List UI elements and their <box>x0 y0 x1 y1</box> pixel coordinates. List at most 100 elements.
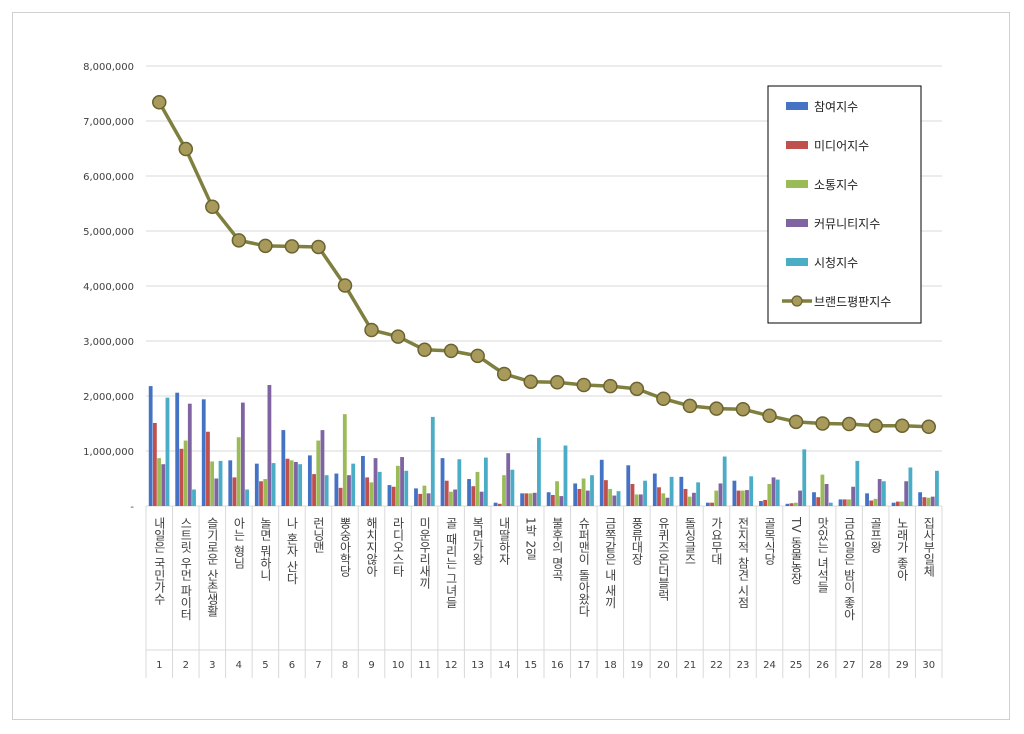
rank-label: 3 <box>209 660 215 671</box>
rank-label: 2 <box>183 660 189 671</box>
bar-2-4 <box>232 477 237 506</box>
bar-3-9 <box>369 482 374 506</box>
bar-5-14 <box>510 469 515 506</box>
bar-3-26 <box>820 474 825 506</box>
line-point-13 <box>470 348 485 364</box>
bar-3-27 <box>847 499 851 506</box>
bar-4-8 <box>347 475 351 506</box>
line-point-18 <box>603 378 618 394</box>
rank-label: 8 <box>342 660 348 671</box>
y-tick-label: 5,000,000 <box>83 227 134 238</box>
rank-label: 16 <box>551 660 564 671</box>
bar-3-12 <box>449 491 453 506</box>
bar-5-23 <box>749 476 754 506</box>
bar-1-13 <box>467 479 471 506</box>
bar-5-16 <box>563 445 568 506</box>
rank-label: 4 <box>236 660 242 671</box>
line-point-28 <box>868 418 883 433</box>
bar-5-8 <box>351 463 356 506</box>
rank-label: 19 <box>630 660 643 671</box>
bar-2-24 <box>763 499 768 506</box>
bar-4-26 <box>824 484 829 506</box>
category-label: 맛있는 녀석들 <box>816 517 830 593</box>
bar-3-28 <box>873 498 878 506</box>
bar-3-23 <box>740 490 745 506</box>
category-label: 집사부일체 <box>922 517 936 577</box>
bar-2-29 <box>895 501 900 506</box>
bar-3-18 <box>608 488 613 506</box>
category-label: 내딸하자 <box>497 517 511 565</box>
bar-1-17 <box>573 483 578 506</box>
rank-label: 15 <box>524 660 537 671</box>
category-label: 라디오스타 <box>391 517 405 577</box>
bar-1-5 <box>254 463 259 506</box>
rank-label: 1 <box>156 660 162 671</box>
bar-2-10 <box>391 486 396 506</box>
y-tick-label: 8,000,000 <box>83 62 134 73</box>
category-label: 해치지않아 <box>365 517 379 577</box>
bar-5-25 <box>802 449 807 506</box>
line-point-4 <box>231 233 247 248</box>
category-label: 금쪽같은 내 새끼 <box>603 517 617 609</box>
bar-5-21 <box>696 482 701 506</box>
rank-label: 30 <box>922 660 935 671</box>
category-label: 스트릿 우먼 파이터 <box>179 517 193 621</box>
bar-2-18 <box>604 480 608 506</box>
bar-2-23 <box>736 490 741 506</box>
line-point-8 <box>337 278 353 293</box>
bar-3-15 <box>528 493 533 506</box>
line-point-25 <box>788 414 804 430</box>
bar-2-3 <box>206 431 210 506</box>
bar-1-6 <box>281 430 286 506</box>
x-axis-categories: 내일은 국민가수 1 스트릿 우먼 파이터 2 슬기로운 산촌생활 3 아는 형님 4 놀면 뭐… <box>145 506 943 678</box>
bar-4-3 <box>214 478 219 506</box>
line-point-20 <box>656 391 671 406</box>
rank-label: 20 <box>657 660 670 671</box>
rank-label: 29 <box>896 660 909 671</box>
bar-4-24 <box>771 477 776 506</box>
category-label: 놀면 뭐하니 <box>258 517 272 581</box>
bar-2-20 <box>657 487 661 506</box>
bar-2-16 <box>550 495 555 506</box>
bar-4-19 <box>638 494 643 506</box>
bar-1-28 <box>865 493 869 506</box>
bar-4-7 <box>320 430 325 506</box>
category-label: 풍류대장 <box>630 517 644 565</box>
bar-1-14 <box>493 502 498 506</box>
category-label: 복면가왕 <box>471 517 485 565</box>
bar-2-22 <box>710 502 714 506</box>
category-label: 아는 형님 <box>232 517 246 569</box>
line-point-10 <box>390 329 406 344</box>
bar-5-12 <box>457 459 462 506</box>
bar-2-19 <box>630 484 635 506</box>
bar-5-17 <box>590 475 594 506</box>
rank-label: 12 <box>445 660 458 671</box>
bar-2-2 <box>179 448 184 506</box>
rank-label: 22 <box>710 660 723 671</box>
bar-2-26 <box>816 497 821 506</box>
bar-2-21 <box>683 488 688 506</box>
bar-4-20 <box>665 497 670 506</box>
bar-4-18 <box>612 495 617 506</box>
category-label: 나 혼자 산다 <box>285 517 299 585</box>
category-label: 골 때리는 그녀들 <box>444 517 458 609</box>
category-label: 슈퍼맨이 돌아왔다 <box>577 517 591 617</box>
bar-2-25 <box>789 503 794 506</box>
category-label: 골프왕 <box>869 517 883 553</box>
bar-3-16 <box>555 481 559 506</box>
bar-4-5 <box>267 385 272 506</box>
line-point-27 <box>841 416 857 432</box>
bar-4-4 <box>240 402 245 506</box>
bar-2-1 <box>152 422 157 506</box>
bar-5-19 <box>643 480 647 506</box>
bar-3-14 <box>502 475 506 506</box>
line-point-1 <box>152 95 167 110</box>
line-point-7 <box>311 239 326 255</box>
bar-5-9 <box>377 471 382 506</box>
bar-2-12 <box>444 480 449 506</box>
line-point-24 <box>762 408 777 424</box>
rank-label: 14 <box>498 660 511 671</box>
bar-4-14 <box>506 453 511 506</box>
line-point-11 <box>417 342 432 358</box>
bar-5-20 <box>669 476 674 506</box>
